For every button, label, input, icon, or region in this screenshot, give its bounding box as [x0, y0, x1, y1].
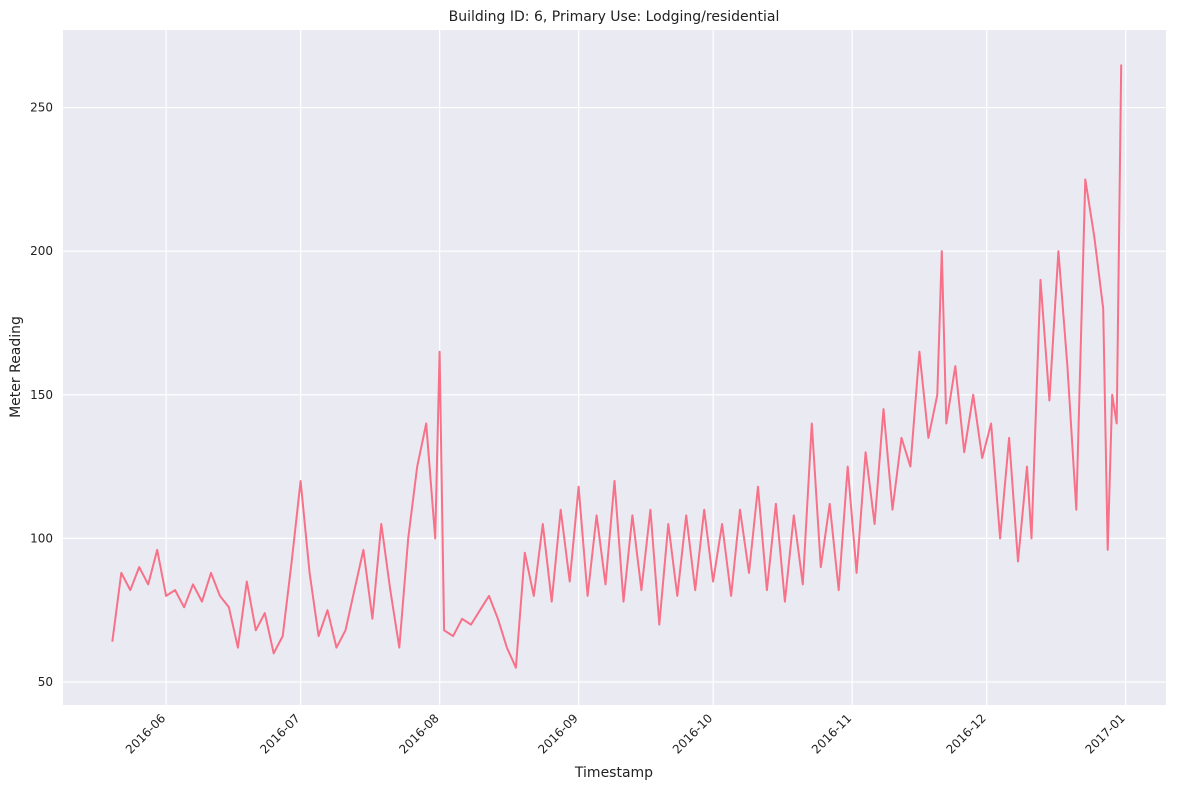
y-tick-label: 50: [38, 675, 53, 689]
y-axis-label: Meter Reading: [8, 316, 24, 418]
y-tick-label: 100: [30, 531, 53, 545]
x-tick-label: 2016-09: [535, 711, 580, 756]
x-tick-label: 2016-07: [257, 711, 302, 756]
x-axis-label: Timestamp: [574, 765, 653, 781]
x-tick-label: 2017-01: [1082, 711, 1127, 756]
plot-area: [63, 30, 1166, 705]
y-tick-label: 150: [30, 388, 53, 402]
x-tick-label: 2016-12: [943, 711, 988, 756]
data-line: [111, 64, 1123, 669]
x-tick-label: 2016-10: [670, 711, 715, 756]
y-tick-label: 250: [30, 101, 53, 115]
x-tick-label: 2016-08: [396, 711, 441, 756]
y-tick-label: 200: [30, 244, 53, 258]
x-tick-label: 2016-06: [123, 711, 168, 756]
chart-title: Building ID: 6, Primary Use: Lodging/res…: [449, 9, 780, 25]
x-tick-label: 2016-11: [809, 711, 854, 756]
